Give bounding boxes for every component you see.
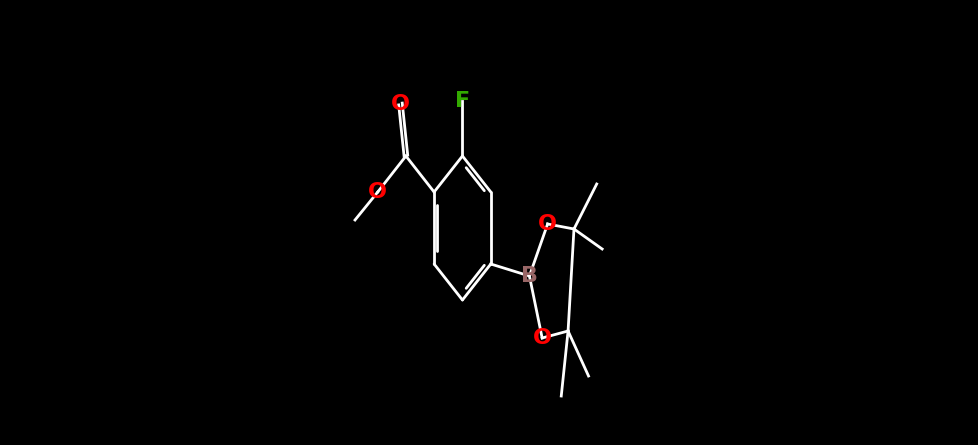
Text: B: B	[520, 266, 537, 286]
Text: F: F	[455, 91, 469, 111]
Text: O: O	[538, 214, 556, 234]
Text: O: O	[532, 328, 551, 348]
Text: O: O	[368, 182, 387, 202]
Text: O: O	[390, 94, 410, 114]
